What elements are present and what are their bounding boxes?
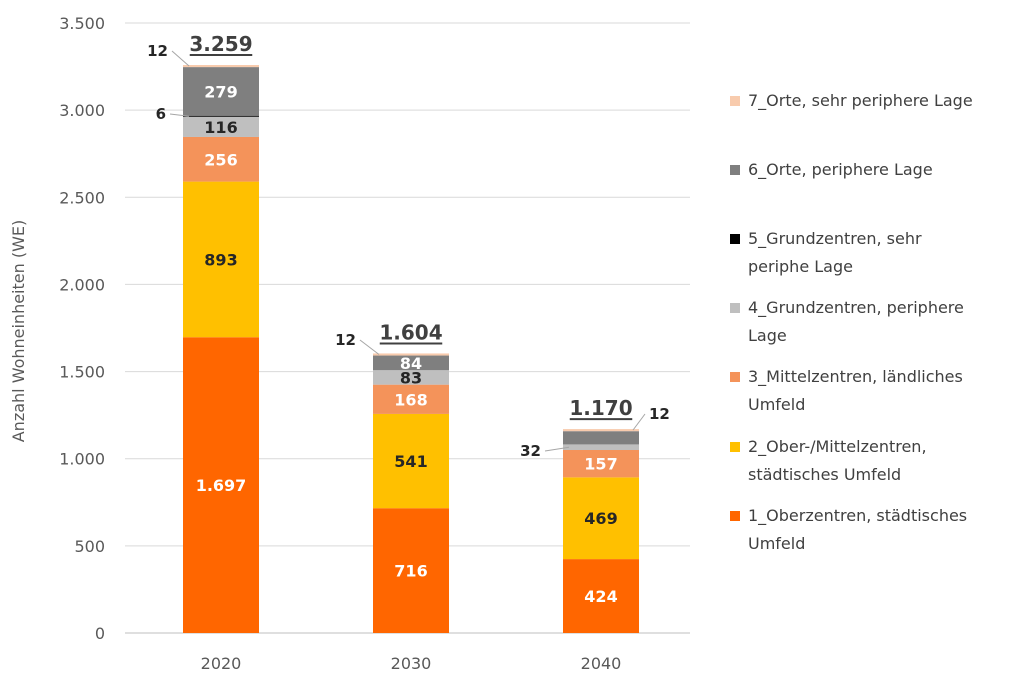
data-label: 12 xyxy=(147,42,168,60)
data-label: 424 xyxy=(584,587,617,606)
data-label: 256 xyxy=(204,150,237,169)
bar-segment xyxy=(183,136,259,182)
legend-label: städtisches Umfeld xyxy=(748,465,901,484)
bar-stack-2020: 1.697 893 256 116 279 12 6 3.259 xyxy=(147,32,259,633)
data-label: 1.697 xyxy=(196,476,247,495)
leader-line xyxy=(632,413,646,431)
legend-swatch xyxy=(730,96,740,106)
x-tick-label: 2020 xyxy=(201,654,242,673)
legend-swatch xyxy=(730,511,740,521)
legend-swatch xyxy=(730,442,740,452)
data-label: 893 xyxy=(204,250,237,269)
legend-label: Lage xyxy=(748,326,787,345)
bar-segment xyxy=(183,115,259,117)
y-axis-ticks: 0 500 1.000 1.500 2.000 2.500 3.000 3.500 xyxy=(59,14,105,643)
x-tick-label: 2030 xyxy=(391,654,432,673)
bar-segment xyxy=(373,413,449,509)
data-label: 541 xyxy=(394,452,427,471)
legend-label: 6_Orte, periphere Lage xyxy=(748,160,933,180)
legend-label: 7_Orte, sehr periphere Lage xyxy=(748,91,973,111)
data-label: 83 xyxy=(400,368,422,387)
legend-item: 4_Grundzentren, periphere Lage xyxy=(730,298,964,345)
y-tick-label: 2.000 xyxy=(59,275,105,294)
legend-label: 2_Ober-/Mittelzentren, xyxy=(748,437,927,457)
bar-stack-2040: 424 469 157 12 32 1.170 xyxy=(520,396,670,633)
bar-segment xyxy=(563,450,639,478)
legend: 7_Orte, sehr periphere Lage 6_Orte, perip… xyxy=(730,91,973,553)
data-label: 469 xyxy=(584,509,617,528)
bar-segment xyxy=(373,353,449,356)
total-label: 1.604 xyxy=(379,320,442,344)
data-label: 12 xyxy=(335,331,356,349)
legend-item: 5_Grundzentren, sehr periphe Lage xyxy=(730,229,922,276)
legend-label: 4_Grundzentren, periphere xyxy=(748,298,964,318)
legend-item: 3_Mittelzentren, ländliches Umfeld xyxy=(730,367,963,414)
legend-item: 6_Orte, periphere Lage xyxy=(730,160,933,180)
data-label: 12 xyxy=(649,405,670,423)
data-label: 279 xyxy=(204,82,237,101)
x-axis-ticks: 2020 2030 2040 xyxy=(201,654,622,673)
legend-item: 2_Ober-/Mittelzentren, städtisches Umfeld xyxy=(730,437,927,484)
leader-line xyxy=(171,50,190,67)
y-tick-label: 3.000 xyxy=(59,101,105,120)
bar-segment xyxy=(563,444,639,450)
bar-segment xyxy=(183,181,259,338)
bar-segment xyxy=(563,559,639,633)
data-label: 716 xyxy=(394,562,427,581)
total-label: 3.259 xyxy=(189,32,252,56)
data-label: 84 xyxy=(400,354,422,373)
y-tick-label: 1.500 xyxy=(59,363,105,382)
bar-segment xyxy=(183,67,259,116)
leader-line xyxy=(544,446,570,452)
bar-segment xyxy=(183,65,259,68)
leader-line xyxy=(359,339,380,355)
legend-label: Umfeld xyxy=(748,395,805,414)
bar-segment xyxy=(563,429,639,432)
legend-swatch xyxy=(730,303,740,313)
bar-segment xyxy=(373,370,449,385)
legend-label: Umfeld xyxy=(748,534,805,553)
legend-swatch xyxy=(730,165,740,175)
total-label: 1.170 xyxy=(569,396,632,420)
y-tick-label: 3.500 xyxy=(59,14,105,33)
legend-label: 5_Grundzentren, sehr xyxy=(748,229,922,249)
legend-item: 7_Orte, sehr periphere Lage xyxy=(730,91,973,111)
y-tick-label: 0 xyxy=(95,624,105,643)
bar-segment xyxy=(563,477,639,560)
data-label: 32 xyxy=(520,442,541,460)
legend-item: 1_Oberzentren, städtisches Umfeld xyxy=(730,506,967,553)
legend-swatch xyxy=(730,372,740,382)
bar-segment xyxy=(563,431,639,445)
legend-label: 3_Mittelzentren, ländliches xyxy=(748,367,963,387)
legend-swatch xyxy=(730,234,740,244)
bar-segment xyxy=(183,116,259,137)
y-tick-label: 1.000 xyxy=(59,450,105,469)
y-axis-label: Anzahl Wohneinheiten (WE) xyxy=(9,220,28,443)
leader-line xyxy=(169,113,190,117)
y-tick-label: 500 xyxy=(74,537,105,556)
data-label: 168 xyxy=(394,390,427,409)
data-label: 6 xyxy=(156,105,166,123)
legend-label: 1_Oberzentren, städtisches xyxy=(748,506,967,526)
legend-label: periphe Lage xyxy=(748,257,853,276)
bar-segment xyxy=(373,355,449,371)
data-label: 116 xyxy=(204,118,237,137)
x-tick-label: 2040 xyxy=(581,654,622,673)
bar-segment xyxy=(183,337,259,633)
y-tick-label: 2.500 xyxy=(59,188,105,207)
bar-segment xyxy=(373,384,449,414)
bar-segment xyxy=(373,508,449,633)
data-label: 157 xyxy=(584,455,617,474)
